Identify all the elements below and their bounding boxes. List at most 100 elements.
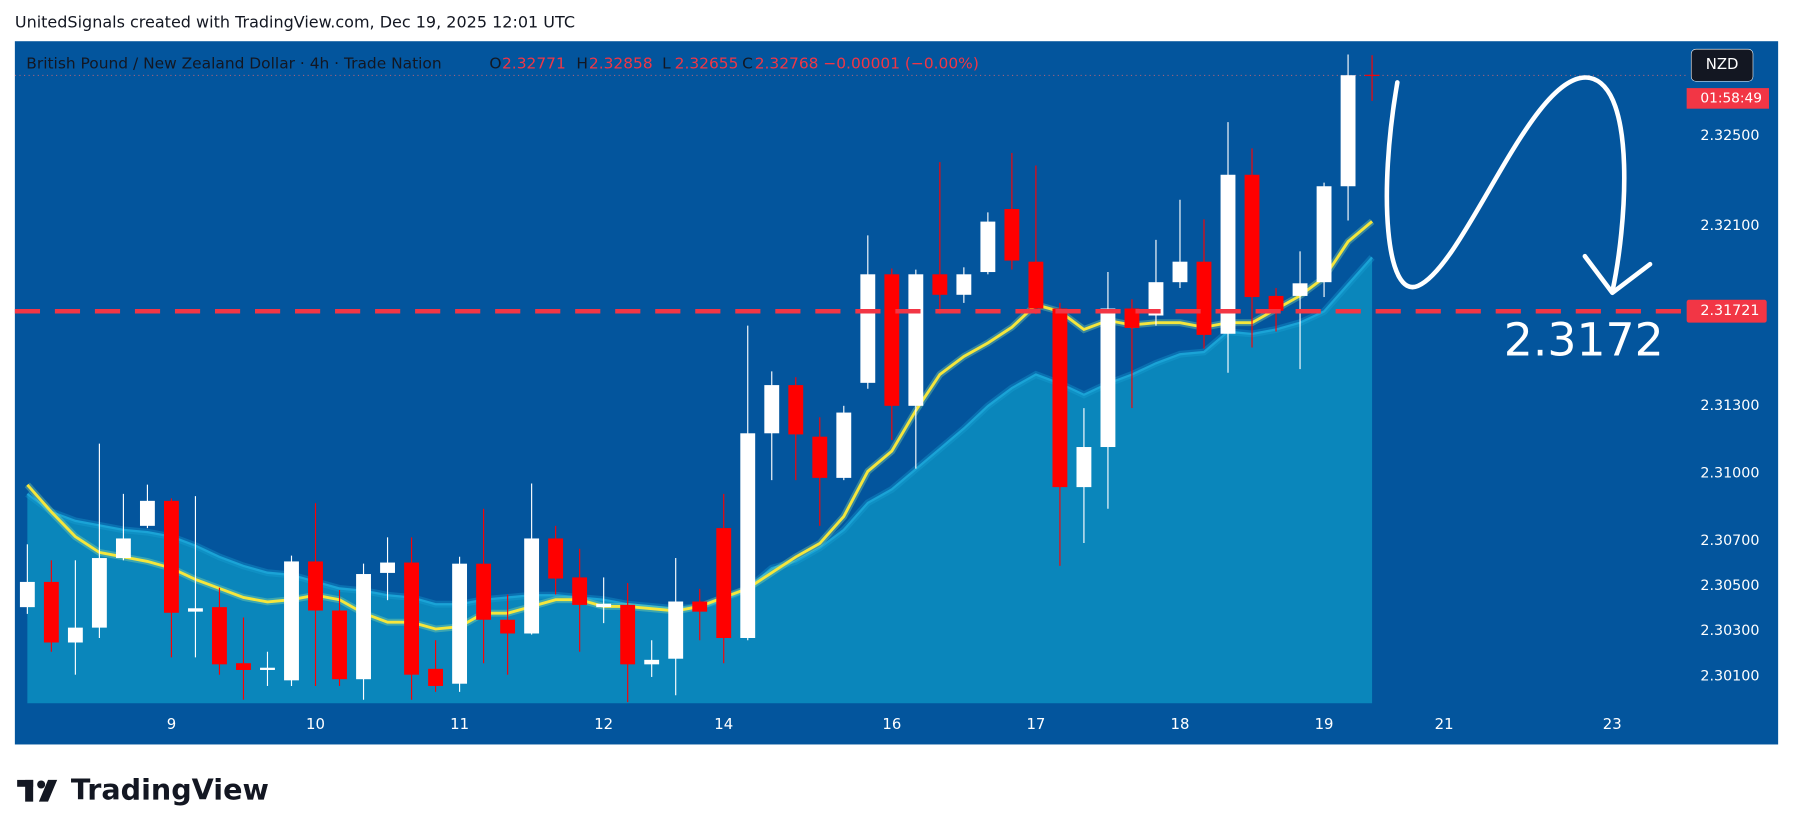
candle-body: [668, 601, 684, 659]
ohlc-value: 2.32655: [675, 55, 739, 73]
candle-body: [1004, 208, 1020, 261]
candle-body: [1364, 74, 1380, 76]
candle-body: [67, 627, 83, 643]
candle-body: [788, 385, 804, 435]
x-tick-label: 16: [882, 715, 901, 733]
logo: TradingView: [17, 772, 269, 806]
candle-body: [956, 274, 972, 295]
candle-body: [1028, 261, 1044, 309]
candle-body: [932, 274, 948, 295]
x-tick-label: 18: [1171, 715, 1190, 733]
candle-body: [19, 581, 35, 608]
candle-body: [284, 561, 299, 681]
candle-body: [43, 581, 59, 643]
candle-body: [716, 528, 732, 638]
candle-body: [644, 659, 660, 665]
candle-body: [1196, 261, 1212, 335]
candle-body: [980, 221, 996, 273]
candle-body: [476, 563, 492, 620]
candle-body: [452, 563, 468, 684]
chart-title: British Pound / New Zealand Dollar · 4h …: [26, 55, 441, 73]
candle-body: [812, 436, 828, 478]
ohlc-value: 2.32771: [502, 55, 566, 73]
candle-body: [860, 274, 876, 383]
candle-body: [260, 667, 275, 670]
candle-body: [212, 607, 227, 665]
ohlc-letter: C: [742, 55, 753, 73]
x-tick-label: 21: [1435, 715, 1454, 733]
logo-mark: [37, 780, 46, 789]
candle-body: [1340, 75, 1356, 187]
candle-body: [1172, 261, 1188, 283]
candle-body: [91, 558, 107, 628]
candle-body: [1076, 447, 1092, 488]
y-tick-label: 2.32100: [1700, 218, 1759, 234]
candle-body: [884, 274, 900, 406]
drawing-curve: [1384, 75, 1627, 294]
candle-body: [236, 663, 251, 670]
x-tick-label: 19: [1315, 715, 1334, 733]
candle-body: [836, 412, 852, 478]
ohlc-letter: O: [489, 55, 501, 73]
candle-body: [500, 619, 516, 634]
candle-body: [596, 603, 612, 608]
y-tick-label: 2.31000: [1700, 466, 1759, 482]
candle-body: [524, 538, 540, 634]
ohlc-value: 2.32768: [755, 55, 819, 73]
plot-area: [14, 54, 1687, 704]
candle-body: [548, 538, 564, 579]
candle-body: [1244, 174, 1260, 298]
candle-body: [139, 500, 155, 526]
candle-body: [404, 562, 419, 675]
logo-mark: [38, 779, 58, 802]
candle-body: [428, 668, 444, 686]
logo-mark: [25, 779, 34, 802]
x-tick-label: 17: [1026, 715, 1045, 733]
x-tick-label: 23: [1603, 715, 1622, 733]
y-tick-label: 2.31300: [1700, 398, 1759, 414]
y-tick-label: 2.30100: [1700, 668, 1759, 684]
x-tick-label: 11: [450, 715, 469, 733]
level-price-box: [1686, 299, 1767, 323]
ohlc-letter: H: [576, 55, 588, 73]
candle-body: [764, 385, 780, 434]
y-tick-label: 2.30300: [1700, 623, 1759, 639]
countdown-label: 01:58:49: [1700, 90, 1762, 106]
candle-body: [163, 500, 179, 613]
candle-body: [332, 610, 347, 680]
x-tick-label: 12: [594, 715, 613, 733]
candle-body: [1052, 308, 1068, 488]
annotation: 2.3172: [1504, 314, 1664, 367]
candle-body: [572, 577, 588, 605]
candle-body: [1316, 186, 1332, 283]
candle-body: [380, 562, 395, 573]
currency-box: [1690, 48, 1754, 82]
candle-body: [1268, 295, 1284, 311]
ohlc-value: 2.32858: [589, 55, 653, 73]
candle-body: [1148, 282, 1164, 316]
level-price-label: 2.31721: [1700, 303, 1759, 319]
candle-body: [308, 561, 323, 611]
ohlc-letter: L: [662, 55, 671, 73]
candle-body: [740, 433, 756, 638]
countdown-box: [1686, 88, 1769, 109]
candle-body: [356, 574, 371, 680]
candle-body: [115, 538, 131, 559]
x-tick-label: 9: [167, 715, 176, 733]
candle-body: [908, 274, 924, 406]
y-tick-label: 2.30500: [1700, 578, 1759, 594]
candle-body: [1100, 308, 1116, 448]
credit: UnitedSignals created with TradingView.c…: [15, 12, 575, 31]
candle-body: [1292, 283, 1308, 296]
candle-body: [188, 608, 203, 612]
candle-body: [620, 604, 636, 665]
y-tick-label: 2.32500: [1700, 128, 1759, 144]
candle-body: [692, 601, 708, 612]
ohlc-change: −0.00001 (−0.00%): [823, 55, 979, 73]
drawing-arrowhead: [1582, 253, 1653, 296]
x-tick-label: 10: [306, 715, 325, 733]
y-tick-label: 2.30700: [1700, 533, 1759, 549]
currency-label: NZD: [1706, 55, 1739, 73]
